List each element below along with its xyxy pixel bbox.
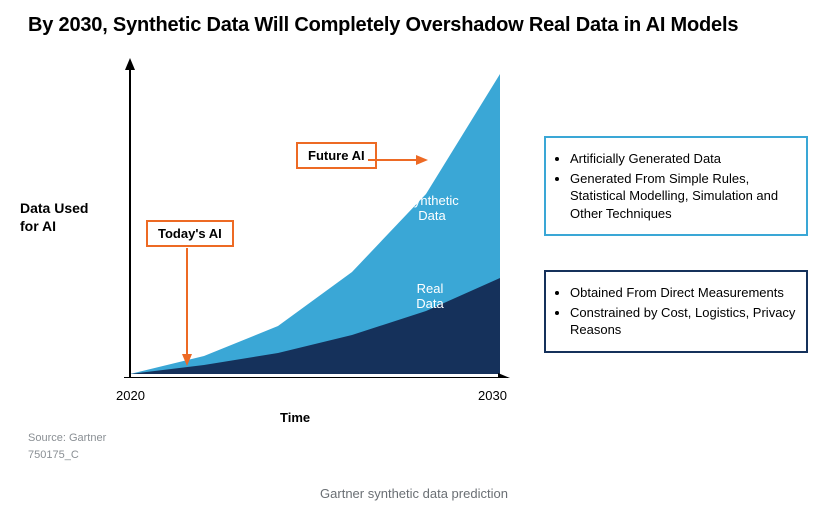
synthetic-series-label-line1: Synthetic: [405, 193, 458, 208]
real-series-label: Real Data: [400, 282, 460, 312]
synthetic-info-list: Artificially Generated Data Generated Fr…: [552, 150, 796, 222]
real-info-item: Constrained by Cost, Logistics, Privacy …: [570, 304, 796, 339]
source-line2: 750175_C: [28, 449, 79, 461]
source-credit: Source: Gartner 750175_C: [28, 430, 106, 463]
synthetic-info-item: Generated From Simple Rules, Statistical…: [570, 170, 796, 223]
y-axis-label-line2: for AI: [20, 218, 56, 234]
synthetic-series-label: Synthetic Data: [392, 194, 472, 224]
y-axis-label: Data Used for AI: [20, 200, 110, 235]
real-series-label-line2: Data: [416, 296, 443, 311]
figure-caption: Gartner synthetic data prediction: [0, 486, 828, 501]
synthetic-info-box: Artificially Generated Data Generated Fr…: [544, 136, 808, 236]
real-info-item: Obtained From Direct Measurements: [570, 284, 796, 302]
x-axis-arrowhead: [498, 373, 510, 378]
real-info-list: Obtained From Direct Measurements Constr…: [552, 284, 796, 339]
y-axis-label-line1: Data Used: [20, 200, 88, 216]
x-axis-label: Time: [280, 410, 310, 425]
page-title: By 2030, Synthetic Data Will Completely …: [28, 14, 738, 37]
x-tick-end: 2030: [478, 388, 507, 403]
source-line1: Source: Gartner: [28, 432, 106, 444]
real-info-box: Obtained From Direct Measurements Constr…: [544, 270, 808, 353]
synthetic-info-item: Artificially Generated Data: [570, 150, 796, 168]
future-ai-arrow: [368, 153, 428, 167]
future-ai-callout: Future AI: [296, 142, 377, 169]
today-ai-callout: Today's AI: [146, 220, 234, 247]
synthetic-series-label-line2: Data: [418, 208, 445, 223]
today-ai-arrow: [180, 248, 194, 366]
x-tick-start: 2020: [116, 388, 145, 403]
y-axis-arrowhead: [125, 58, 135, 70]
real-series-label-line1: Real: [417, 281, 444, 296]
